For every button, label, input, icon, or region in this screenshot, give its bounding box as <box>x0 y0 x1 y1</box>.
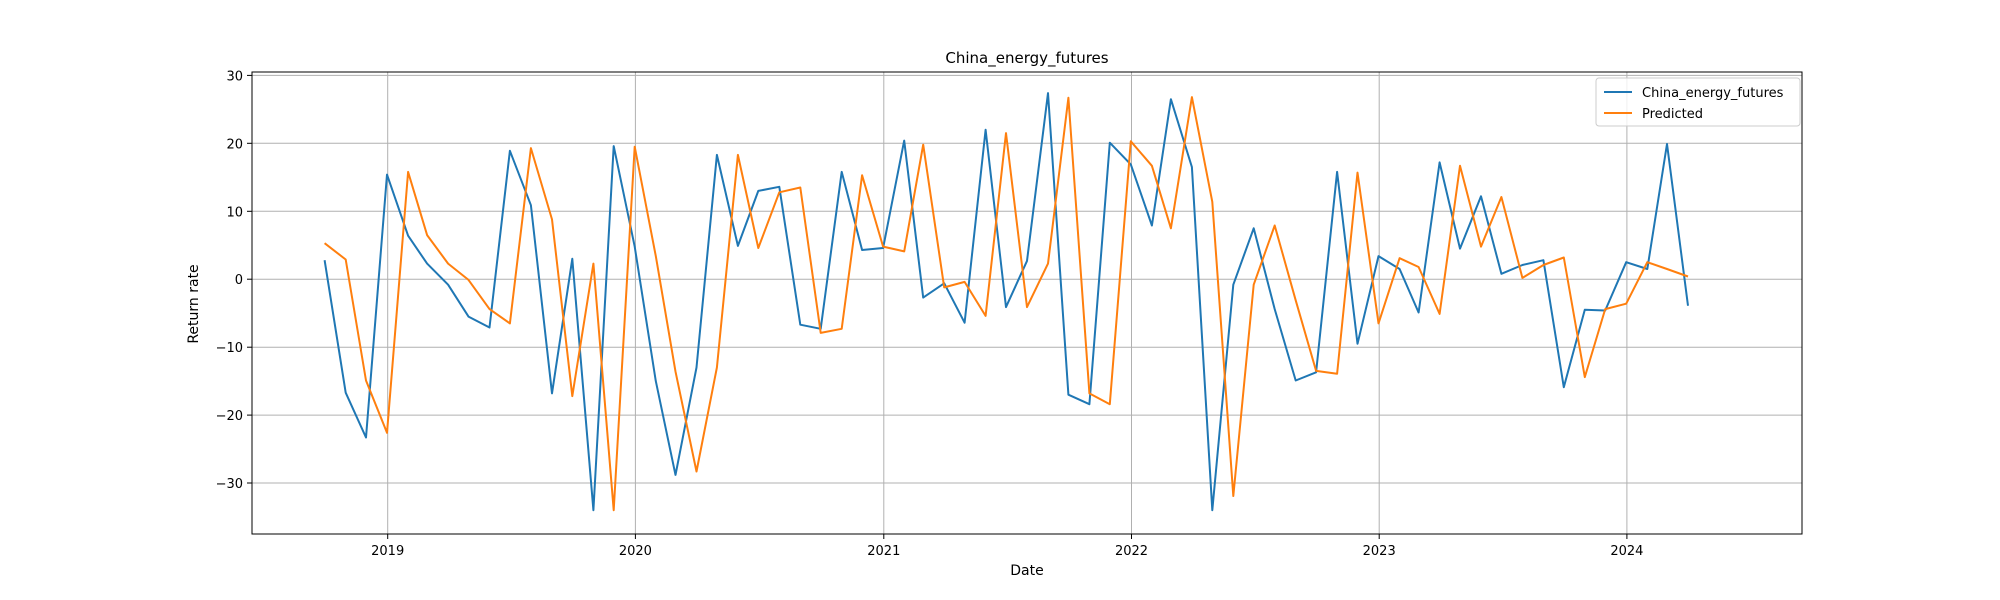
axis-ticks: 2019 2020 2021 2022 2023 2024 30 20 10 0 −10 −20 −30 <box>216 69 1644 559</box>
y-tick-label: 0 <box>235 273 243 288</box>
y-tick-label: 20 <box>226 137 243 152</box>
y-tick-label: −20 <box>216 409 243 424</box>
series-line-china-energy-futures <box>323 92 1689 512</box>
y-tick-label: −10 <box>216 341 243 356</box>
x-tick-label: 2019 <box>371 544 404 559</box>
y-tick-label: 30 <box>226 69 243 84</box>
series-line-predicted <box>323 96 1689 512</box>
grid-lines <box>252 72 1802 534</box>
y-tick-label: −30 <box>216 477 243 492</box>
chart-title: China_energy_futures <box>945 49 1108 68</box>
x-tick-label: 2023 <box>1363 544 1396 559</box>
x-tick-label: 2024 <box>1610 544 1643 559</box>
x-tick-label: 2021 <box>867 544 900 559</box>
x-axis-label: Date <box>1010 563 1043 579</box>
series-lines <box>323 92 1689 512</box>
legend-box <box>1595 77 1801 127</box>
legend-label-predicted: Predicted <box>1642 107 1703 122</box>
plot-frame <box>251 71 1803 535</box>
y-tick-label: 10 <box>226 205 243 220</box>
legend: China_energy_futures Predicted <box>1595 77 1801 127</box>
y-axis-label: Return rate <box>186 264 202 343</box>
legend-label-china-energy-futures: China_energy_futures <box>1642 86 1784 101</box>
x-tick-label: 2020 <box>619 544 652 559</box>
x-tick-label: 2022 <box>1115 544 1148 559</box>
